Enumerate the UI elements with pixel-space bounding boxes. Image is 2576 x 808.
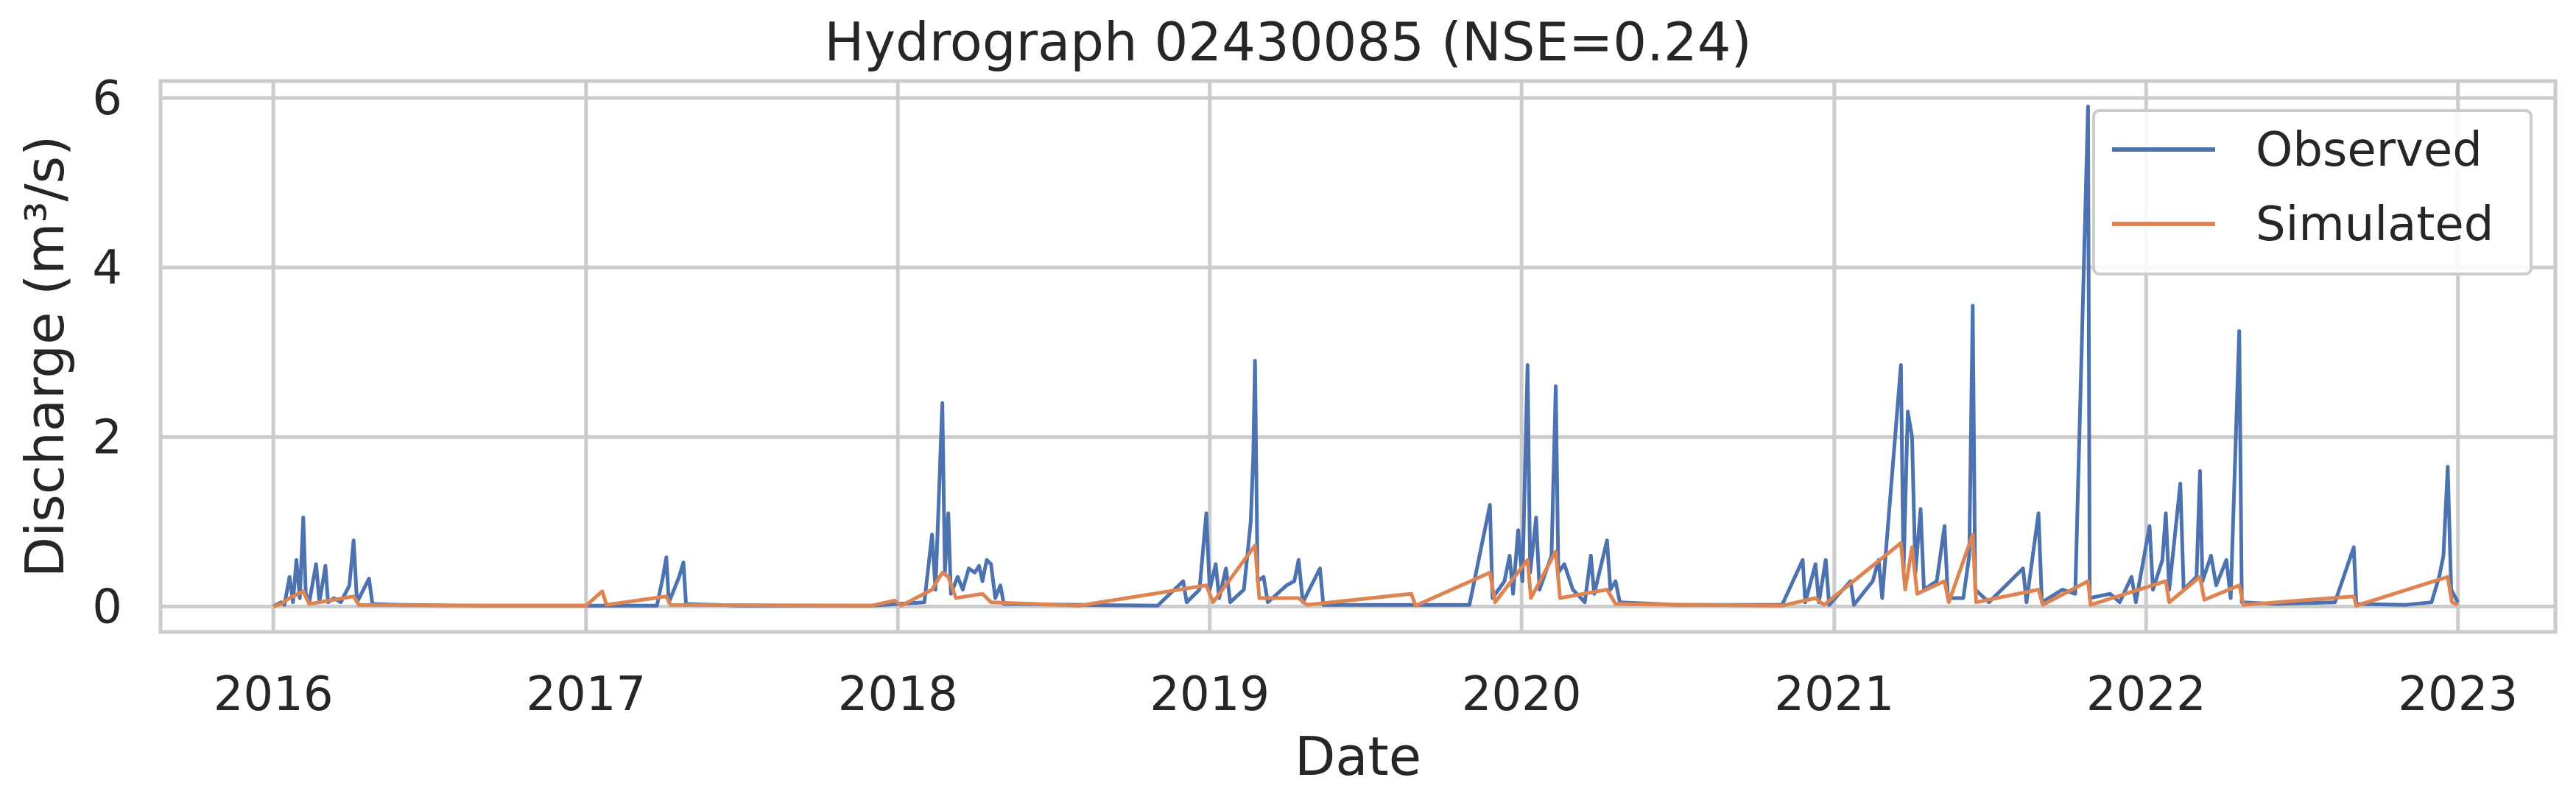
y-tick-labels: 0 2 4 6 bbox=[92, 71, 122, 634]
series-line-simulated bbox=[272, 533, 2459, 608]
x-tick-label-2022: 2022 bbox=[2086, 667, 2206, 722]
x-tick-label-2017: 2017 bbox=[526, 667, 646, 722]
y-tick-label-2: 2 bbox=[92, 410, 122, 465]
x-tick-label-2023: 2023 bbox=[2398, 667, 2518, 722]
x-axis-title: Date bbox=[1295, 726, 1421, 787]
legend-label-observed: Observed bbox=[2256, 123, 2482, 178]
series-lines bbox=[272, 105, 2460, 608]
y-axis-title: Discharge (m³/s) bbox=[14, 136, 76, 577]
y-tick-label-6: 6 bbox=[92, 71, 122, 126]
legend-label-simulated: Simulated bbox=[2256, 197, 2494, 252]
y-tick-label-4: 4 bbox=[92, 241, 122, 295]
series-line-observed bbox=[272, 105, 2460, 608]
x-tick-label-2019: 2019 bbox=[1150, 667, 1270, 722]
x-tick-label-2018: 2018 bbox=[838, 667, 958, 722]
chart-title: Hydrograph 02430085 (NSE=0.24) bbox=[824, 11, 1751, 73]
x-tick-label-2021: 2021 bbox=[1774, 667, 1894, 722]
x-tick-labels: 2016 2017 2018 2019 2020 2021 2022 2023 bbox=[214, 667, 2518, 722]
legend: Observed Simulated bbox=[2092, 109, 2533, 275]
x-tick-label-2016: 2016 bbox=[214, 667, 334, 722]
y-tick-label-0: 0 bbox=[92, 580, 122, 634]
x-tick-label-2020: 2020 bbox=[1462, 667, 1582, 722]
